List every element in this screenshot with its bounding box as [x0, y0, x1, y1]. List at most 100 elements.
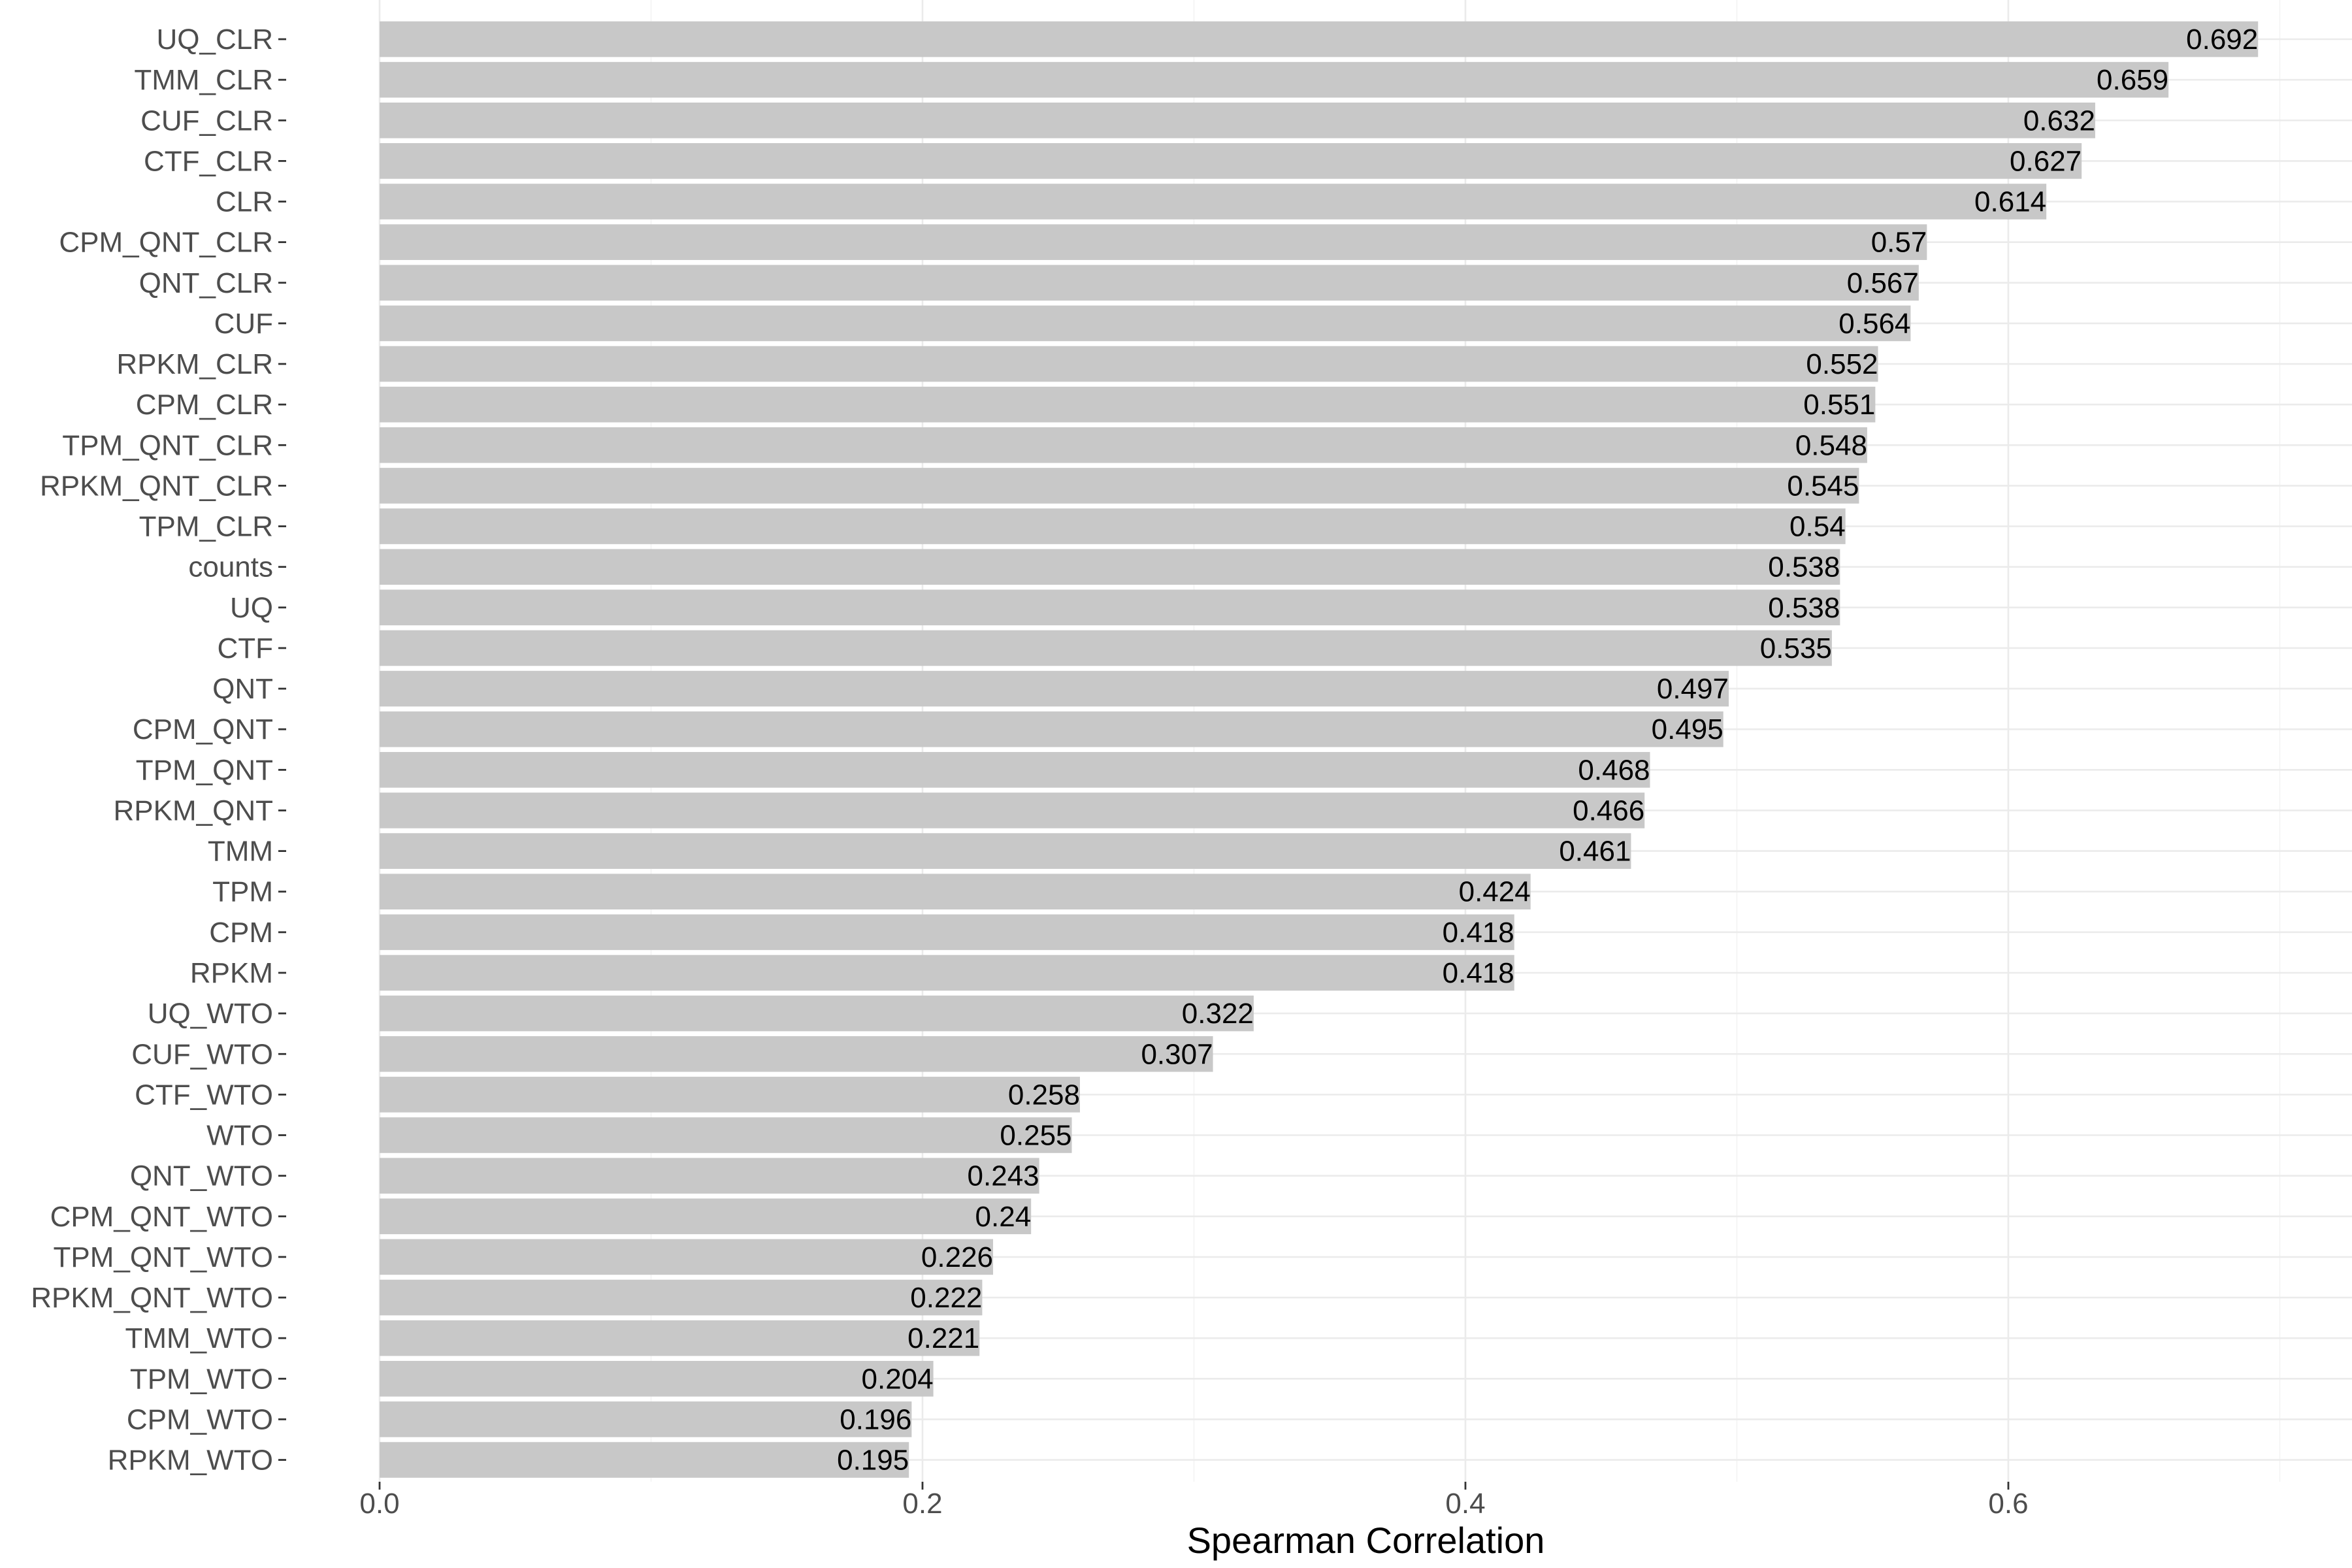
bar-value-label: 0.424 — [1459, 876, 1531, 908]
bar-value-label: 0.468 — [1578, 754, 1650, 786]
bar-counts — [380, 549, 1840, 585]
bar-cuf-clr — [380, 102, 2095, 139]
bar-cpm-qnt-clr — [380, 224, 1927, 260]
bar-ctf-wto — [380, 1077, 1080, 1113]
y-tick-label: TPM_WTO — [130, 1363, 273, 1395]
bar-tpm — [380, 874, 1531, 910]
y-tick-label: CPM_QNT_CLR — [59, 227, 273, 259]
bar-clr — [380, 184, 2047, 220]
bar-value-label: 0.204 — [862, 1363, 934, 1395]
bar-layer — [380, 21, 2259, 1478]
bar-cpm-wto — [380, 1401, 912, 1437]
y-tick-label: RPKM_WTO — [108, 1445, 273, 1477]
y-tick-label: QNT_WTO — [130, 1160, 273, 1192]
bar-cuf-wto — [380, 1036, 1213, 1072]
bar-rpkm — [380, 955, 1514, 991]
bar-value-label: 0.632 — [2023, 105, 2095, 137]
bar-value-label: 0.538 — [1768, 592, 1840, 624]
bar-qnt-wto — [380, 1158, 1039, 1194]
bar-value-label: 0.551 — [1803, 389, 1875, 421]
bar-ctf — [380, 630, 1832, 666]
bar-cpm-clr — [380, 386, 1876, 423]
y-tick-label: TPM_CLR — [139, 511, 273, 543]
bar-tpm-wto — [380, 1360, 934, 1397]
y-tick-label: CPM_WTO — [127, 1403, 273, 1435]
y-tick-label: TMM_WTO — [125, 1322, 274, 1354]
bar-tpm-qnt — [380, 752, 1650, 788]
y-tick-label: CTF_WTO — [135, 1079, 273, 1111]
y-tick-label: TMM_CLR — [134, 64, 273, 96]
bar-uq — [380, 589, 1840, 626]
x-tick-label: 0.2 — [902, 1488, 942, 1520]
bar-qnt — [380, 670, 1729, 707]
y-tick-label: TPM_QNT_CLR — [62, 429, 273, 461]
bar-qnt-clr — [380, 265, 1919, 301]
bar-cpm — [380, 914, 1514, 951]
y-tick-label: CUF — [214, 308, 273, 340]
bar-rpkm-qnt-wto — [380, 1279, 983, 1316]
x-axis: 0.0 0.2 0.4 0.6 — [359, 1482, 2029, 1520]
bar-tmm-clr — [380, 61, 2169, 98]
bar-value-label: 0.466 — [1573, 794, 1644, 826]
x-tick-label: 0.0 — [359, 1488, 399, 1520]
bar-value-label: 0.564 — [1838, 308, 1910, 340]
bar-uq-wto — [380, 995, 1254, 1032]
bar-ctf-clr — [380, 143, 2082, 179]
bar-value-label: 0.196 — [840, 1403, 911, 1435]
y-tick-label: CPM_QNT — [133, 713, 273, 745]
y-tick-label: TPM_QNT — [136, 754, 273, 786]
bar-value-label: 0.226 — [921, 1241, 993, 1273]
y-tick-label: CUF_CLR — [140, 105, 273, 137]
y-axis: UQ_CLR TMM_CLR CUF_CLR CTF_CLR CLR CPM_QNT_CL… — [31, 24, 286, 1477]
y-tick-label: CPM_CLR — [136, 389, 273, 421]
bar-value-label: 0.535 — [1760, 632, 1832, 664]
y-tick-label: QNT_CLR — [139, 267, 273, 299]
bar-tpm-qnt-clr — [380, 427, 1867, 463]
bar-value-label: 0.195 — [837, 1445, 909, 1477]
y-tick-label: UQ_CLR — [157, 24, 274, 56]
y-tick-label: TPM — [212, 876, 273, 908]
y-tick-label: RPKM_CLR — [116, 348, 273, 380]
y-tick-label: CPM_QNT_WTO — [50, 1201, 273, 1233]
bar-cpm-qnt — [380, 711, 1723, 747]
x-axis-title: Spearman Correlation — [1187, 1520, 1545, 1561]
bar-tpm-clr — [380, 508, 1846, 544]
bar-value-label: 0.552 — [1806, 348, 1878, 380]
y-tick-label: counts — [188, 551, 273, 583]
bar-tpm-qnt-wto — [380, 1239, 994, 1275]
bar-value-label: 0.24 — [975, 1201, 1032, 1233]
bar-value-label: 0.54 — [1789, 511, 1846, 543]
bar-rpkm-clr — [380, 346, 1878, 382]
bar-value-label: 0.322 — [1182, 998, 1254, 1030]
bar-value-label: 0.495 — [1652, 713, 1723, 745]
y-tick-label: RPKM_QNT_CLR — [40, 470, 273, 502]
y-tick-label: QNT — [212, 673, 273, 705]
y-tick-label: UQ — [230, 592, 273, 624]
bar-value-label: 0.222 — [910, 1282, 982, 1314]
y-tick-label: RPKM — [190, 957, 273, 989]
bar-value-label: 0.57 — [1871, 227, 1927, 259]
bar-cpm-qnt-wto — [380, 1198, 1032, 1235]
bar-value-label: 0.538 — [1768, 551, 1840, 583]
bar-tmm-wto — [380, 1320, 980, 1356]
y-tick-label: CLR — [216, 186, 273, 218]
x-tick-label: 0.4 — [1445, 1488, 1485, 1520]
bar-value-label: 0.692 — [2186, 24, 2258, 56]
bar-value-label: 0.255 — [1000, 1120, 1071, 1152]
bar-rpkm-qnt-clr — [380, 468, 1859, 504]
bar-value-label: 0.627 — [2010, 145, 2082, 177]
y-tick-label: CTF_CLR — [144, 145, 273, 177]
bar-uq-clr — [380, 21, 2259, 57]
bar-rpkm-qnt — [380, 792, 1645, 828]
y-tick-label: CPM — [209, 917, 273, 949]
bar-value-label: 0.497 — [1657, 673, 1729, 705]
bar-value-label: 0.258 — [1008, 1079, 1080, 1111]
y-tick-label: WTO — [206, 1120, 273, 1152]
bar-value-label: 0.418 — [1443, 957, 1514, 989]
y-tick-label: TMM — [208, 836, 273, 868]
bar-value-label: 0.221 — [907, 1322, 979, 1354]
bar-value-label: 0.614 — [1974, 186, 2046, 218]
